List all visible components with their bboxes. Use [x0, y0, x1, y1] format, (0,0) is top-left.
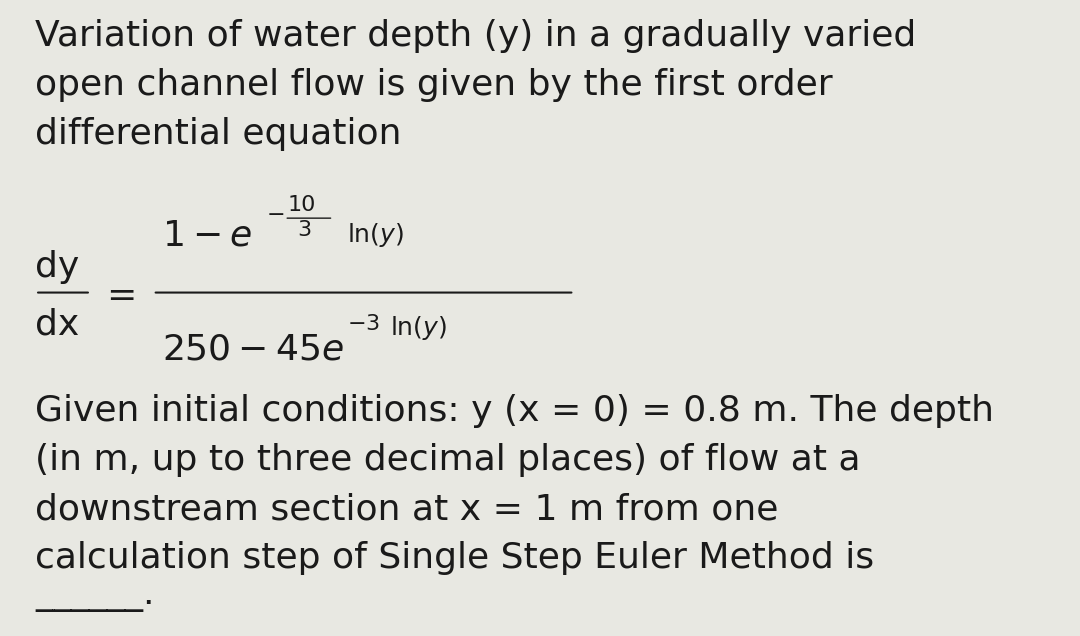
- Text: dx: dx: [36, 307, 80, 342]
- Text: $\ln\!\left(y\right)$: $\ln\!\left(y\right)$: [390, 314, 447, 342]
- Text: dy: dy: [36, 250, 80, 284]
- Text: $-$: $-$: [266, 203, 284, 223]
- Text: Variation of water depth (y) in a gradually varied
open channel flow is given by: Variation of water depth (y) in a gradua…: [36, 19, 917, 151]
- Text: 10: 10: [288, 195, 316, 215]
- Text: ______.: ______.: [36, 578, 154, 612]
- Text: Given initial conditions: y (x = 0) = 0.8 m. The depth
(in m, up to three decima: Given initial conditions: y (x = 0) = 0.…: [36, 394, 995, 575]
- Text: $-3$: $-3$: [348, 314, 380, 335]
- Text: $\ln\!\left(y\right)$: $\ln\!\left(y\right)$: [348, 221, 404, 249]
- Text: $250-45e$: $250-45e$: [162, 333, 343, 367]
- Text: $1-e$: $1-e$: [162, 218, 252, 252]
- Text: 3: 3: [297, 220, 311, 240]
- Text: =: =: [107, 279, 137, 313]
